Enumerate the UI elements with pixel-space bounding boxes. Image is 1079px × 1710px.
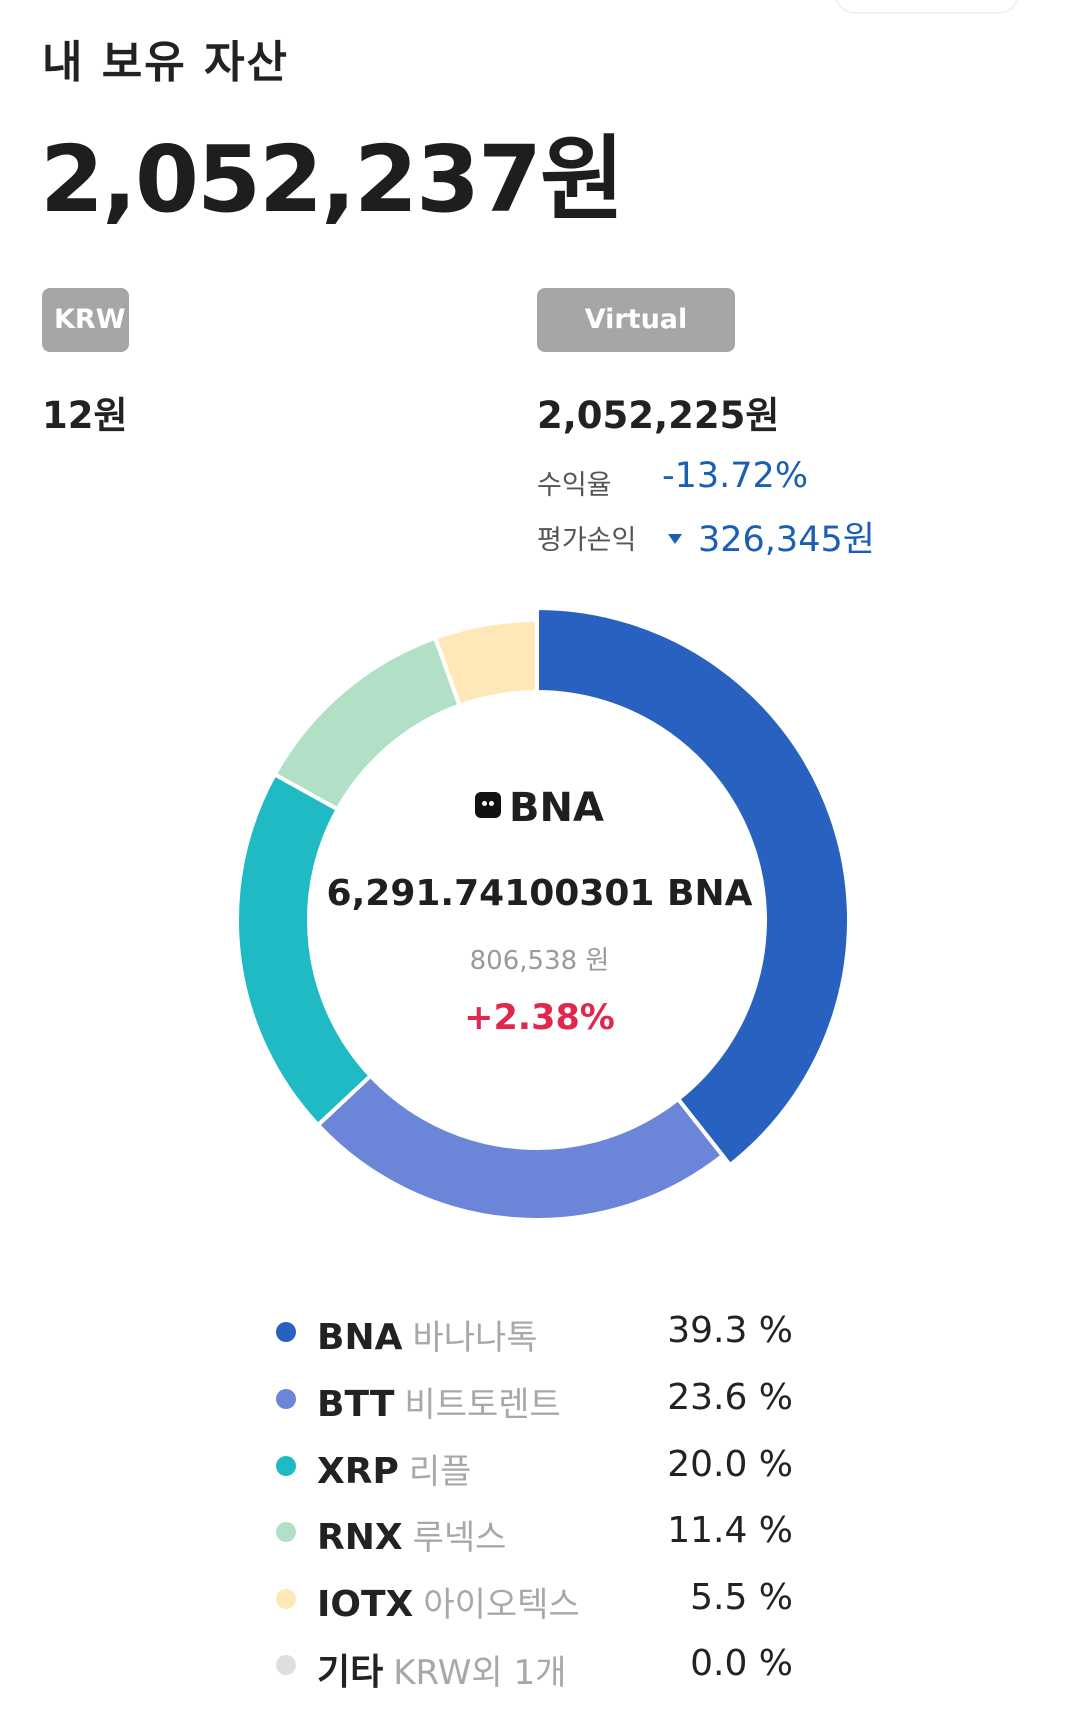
virtual-asset-badge: Virtual asset bbox=[537, 288, 735, 399]
selected-coin-symbol: BNA bbox=[509, 785, 604, 831]
legend-dot-etc bbox=[276, 1655, 296, 1675]
pnl-value: 326,345원 bbox=[698, 520, 875, 560]
selected-coin-header: BNA bbox=[0, 785, 1079, 831]
legend-dot-xrp bbox=[276, 1456, 296, 1476]
legend-percent: 11.4 % bbox=[667, 1510, 793, 1551]
legend-korean-name: 바나나톡 bbox=[412, 1318, 538, 1358]
donut-slice-bna[interactable] bbox=[535, 605, 851, 1168]
legend-dot-bna bbox=[276, 1322, 296, 1342]
legend-korean-name: 루넥스 bbox=[412, 1518, 507, 1558]
legend-korean-name: 비트토렌트 bbox=[404, 1385, 561, 1425]
selected-coin-amount: 6,291.74100301 BNA bbox=[326, 873, 753, 914]
donut-slice-iotx[interactable] bbox=[432, 617, 539, 709]
return-rate-label: 수익율 bbox=[537, 470, 612, 501]
legend-percent: 23.6 % bbox=[667, 1377, 793, 1418]
pnl-label: 평가손익 bbox=[537, 525, 637, 556]
legend-item-iotx[interactable]: IOTX 아이오텍스 5.5 % bbox=[0, 1569, 1079, 1629]
total-assets-value: 2,052,237원 bbox=[40, 126, 625, 233]
legend-item-bna[interactable]: BNA 바나나톡 39.3 % bbox=[0, 1302, 1079, 1362]
krw-balance: 12원 bbox=[42, 394, 128, 437]
legend-symbol: 기타 bbox=[317, 1652, 384, 1693]
krw-badge: KRW bbox=[42, 288, 129, 352]
legend-korean-name: 아이오텍스 bbox=[423, 1585, 580, 1625]
selected-coin-krw-value: 806,538 원 bbox=[469, 946, 610, 976]
legend-symbol: BTT bbox=[317, 1384, 395, 1425]
legend-dot-iotx bbox=[276, 1589, 296, 1609]
donut-slice-btt[interactable] bbox=[315, 1072, 726, 1222]
legend-symbol: BNA bbox=[317, 1317, 403, 1358]
legend-symbol: IOTX bbox=[317, 1584, 414, 1625]
legend-dot-btt bbox=[276, 1389, 296, 1409]
legend-dot-rnx bbox=[276, 1522, 296, 1542]
legend-symbol: RNX bbox=[317, 1517, 403, 1558]
legend-percent: 0.0 % bbox=[690, 1643, 793, 1684]
legend-symbol: XRP bbox=[317, 1451, 399, 1492]
legend-item-xrp[interactable]: XRP 리플 20.0 % bbox=[0, 1436, 1079, 1496]
legend-percent: 5.5 % bbox=[690, 1577, 793, 1618]
down-arrow-icon bbox=[668, 534, 682, 544]
donut-slice-rnx[interactable] bbox=[271, 635, 463, 813]
legend-percent: 20.0 % bbox=[667, 1444, 793, 1485]
return-rate-value: -13.72% bbox=[662, 456, 809, 496]
asset-donut-chart[interactable] bbox=[0, 590, 1079, 1230]
virtual-asset-balance: 2,052,225원 bbox=[537, 394, 780, 437]
selected-coin-change: +2.38% bbox=[464, 998, 615, 1038]
top-dropdown-pill[interactable] bbox=[835, 0, 1019, 14]
page-title: 내 보유 자산 bbox=[42, 37, 290, 88]
legend-item-etc[interactable]: 기타 KRW외 1개 0.0 % bbox=[0, 1635, 1079, 1695]
legend-percent: 39.3 % bbox=[667, 1310, 793, 1351]
legend-item-rnx[interactable]: RNX 루넥스 11.4 % bbox=[0, 1502, 1079, 1562]
bananatalk-coin-icon bbox=[475, 792, 502, 818]
legend-item-btt[interactable]: BTT 비트토렌트 23.6 % bbox=[0, 1369, 1079, 1429]
legend-korean-name: KRW외 1개 bbox=[393, 1653, 567, 1693]
legend-korean-name: 리플 bbox=[408, 1452, 472, 1492]
